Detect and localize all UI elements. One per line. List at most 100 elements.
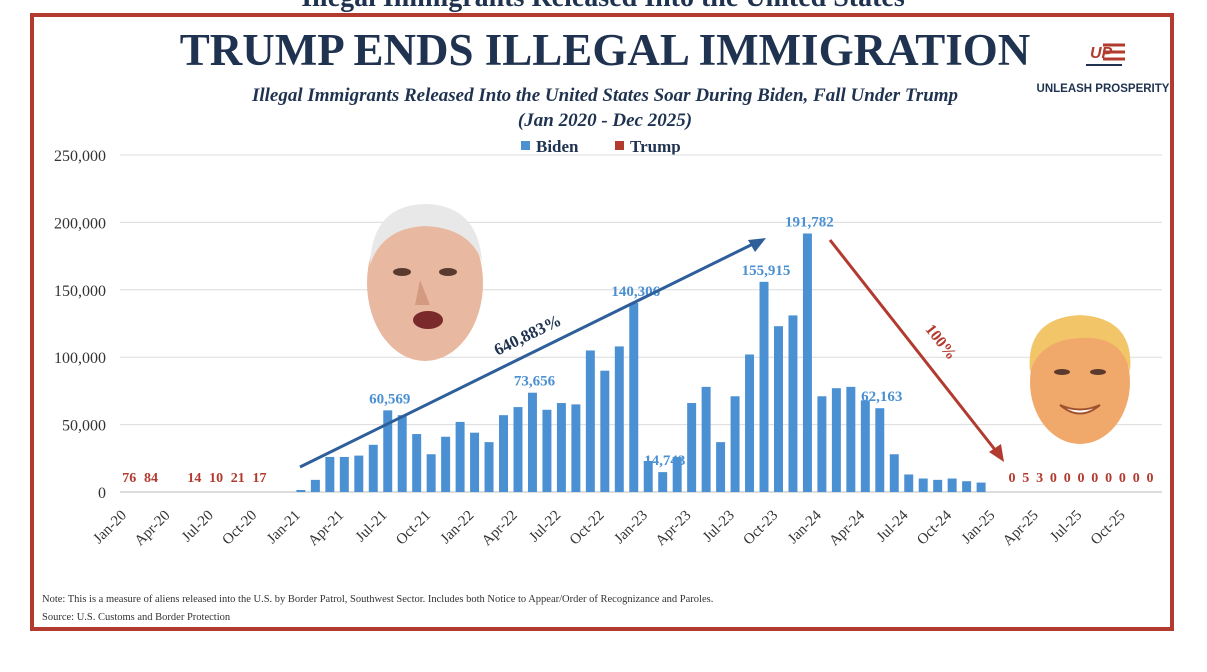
bar-biden (484, 442, 494, 492)
gridlines (120, 154, 1162, 493)
trump-value-label: 0 (1009, 471, 1016, 486)
x-tick-label: Jan-24 (785, 507, 825, 547)
x-tick-label: Jan-23 (611, 508, 651, 548)
bar-biden (788, 315, 798, 492)
biden-trend-arrow (299, 238, 766, 469)
x-tick-label: Jan-22 (438, 508, 478, 548)
bar-biden (383, 410, 393, 492)
bar-biden (325, 456, 335, 492)
trump-value-label: 21 (231, 471, 245, 486)
x-tick-label: Oct-22 (567, 508, 608, 549)
x-tick-label: Oct-23 (741, 508, 782, 549)
trump-face-illustration (1029, 315, 1131, 444)
legend-trump-swatch (615, 141, 624, 150)
data-label: 60,569 (369, 391, 410, 407)
x-tick-label: Jan-20 (90, 508, 130, 548)
bar-biden (527, 392, 537, 492)
x-tick-label: Jan-21 (264, 508, 304, 548)
x-tick-label: Jul-24 (874, 507, 912, 545)
bar-biden (687, 403, 697, 492)
chart-title: TRUMP ENDS ILLEGAL IMMIGRATION (180, 25, 1031, 75)
trump-trend-arrow (828, 239, 1004, 462)
bar-biden (470, 432, 480, 492)
bar-biden (918, 478, 928, 492)
x-tick-label: Jul-21 (353, 508, 391, 546)
trump-value-label: 0 (1064, 471, 1071, 486)
trump-value-label: 0 (1147, 471, 1154, 486)
bar-biden (658, 472, 668, 492)
y-tick-label: 100,000 (54, 350, 106, 367)
x-tick-label: Apr-24 (826, 507, 868, 549)
trump-value-label: 3 (1036, 471, 1043, 486)
y-tick-label: 250,000 (54, 148, 106, 165)
trump-value-label: 14 (187, 471, 201, 486)
bar-biden (426, 454, 436, 492)
data-label: 155,915 (742, 263, 791, 279)
x-tick-label: Apr-23 (653, 508, 695, 550)
logo: UP UNLEASH PROSPERITY (1037, 43, 1170, 95)
chart-frame (30, 13, 1174, 631)
x-tick-label: Jul-20 (179, 508, 217, 546)
bar-biden (629, 302, 639, 492)
legend: Biden Trump (521, 137, 681, 156)
top-cut-text: Illegal Immigrants Released Into the Uni… (301, 0, 905, 13)
bar-biden (513, 407, 523, 492)
source-text: Source: U.S. Customs and Border Protecti… (42, 612, 231, 623)
bar-biden (889, 454, 899, 492)
x-tick-label: Oct-24 (914, 507, 955, 548)
bar-biden (904, 474, 914, 492)
bars (296, 233, 986, 493)
bar-biden (556, 403, 566, 492)
chart-date-range: (Jan 2020 - Dec 2025) (518, 110, 692, 131)
bar-biden (947, 478, 957, 492)
bar-biden (571, 404, 581, 492)
trump-value-label: 17 (252, 471, 266, 486)
x-tick-label: Apr-22 (479, 508, 521, 550)
x-tick-label: Apr-21 (305, 508, 347, 550)
data-labels: 76 84 14 10 21 17 0 5 3 0 0 0 0 0 0 0 060,56973,656140,3… (122, 214, 1153, 486)
legend-trump-label: Trump (630, 137, 681, 156)
bar-biden (585, 350, 595, 492)
x-tick-label: Oct-25 (1088, 508, 1129, 549)
trump-value-label: 0 (1133, 471, 1140, 486)
x-tick-label: Jul-22 (526, 508, 564, 546)
note-text: Note: This is a measure of aliens releas… (42, 594, 713, 605)
data-label: 14,743 (644, 453, 685, 469)
bar-biden (296, 489, 306, 492)
bar-biden (802, 233, 812, 493)
trump-value-label: 0 (1119, 471, 1126, 486)
bar-biden (860, 400, 870, 492)
biden-growth-label: 640,883% (491, 311, 564, 360)
bar-biden (455, 421, 465, 492)
bar-biden (730, 396, 740, 492)
biden-face-illustration (367, 204, 483, 361)
data-label: 191,782 (785, 214, 834, 230)
bar-biden (817, 396, 827, 492)
bar-biden (976, 482, 986, 492)
bar-biden (412, 434, 422, 492)
legend-biden-swatch (521, 141, 530, 150)
bar-biden (310, 479, 320, 492)
bar-biden (933, 479, 943, 492)
trump-value-label: 5 (1022, 471, 1029, 486)
x-tick-label: Jul-25 (1047, 508, 1085, 546)
x-tick-label: Oct-20 (220, 508, 261, 549)
bar-biden (542, 409, 552, 492)
legend-biden-label: Biden (536, 137, 579, 156)
bar-biden (441, 436, 451, 492)
bar-biden (368, 444, 378, 492)
x-tick-label: Apr-20 (132, 508, 174, 550)
trump-value-label: 84 (144, 471, 158, 486)
bar-biden (745, 354, 755, 492)
bar-biden (759, 281, 769, 492)
bar-biden (614, 346, 624, 492)
y-tick-label: 200,000 (54, 215, 106, 232)
chart-subtitle: Illegal Immigrants Released Into the Uni… (251, 85, 958, 106)
trump-value-label: 0 (1078, 471, 1085, 486)
bar-biden (354, 455, 364, 492)
bar-biden (672, 456, 682, 492)
data-label: 73,656 (514, 374, 556, 390)
bar-biden (701, 386, 711, 492)
bar-biden (600, 370, 610, 492)
